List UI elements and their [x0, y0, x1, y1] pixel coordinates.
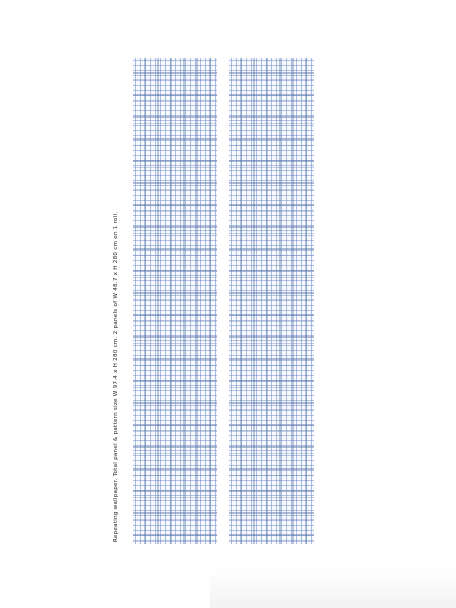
caption-container: Repeating wallpaper. Total panel & patte… — [108, 200, 124, 542]
wallpaper-panel-left — [133, 58, 217, 544]
wallpaper-panel-right — [229, 58, 314, 544]
corner-shadow — [210, 568, 456, 608]
wallpaper-size-caption: Repeating wallpaper. Total panel & patte… — [113, 211, 119, 542]
